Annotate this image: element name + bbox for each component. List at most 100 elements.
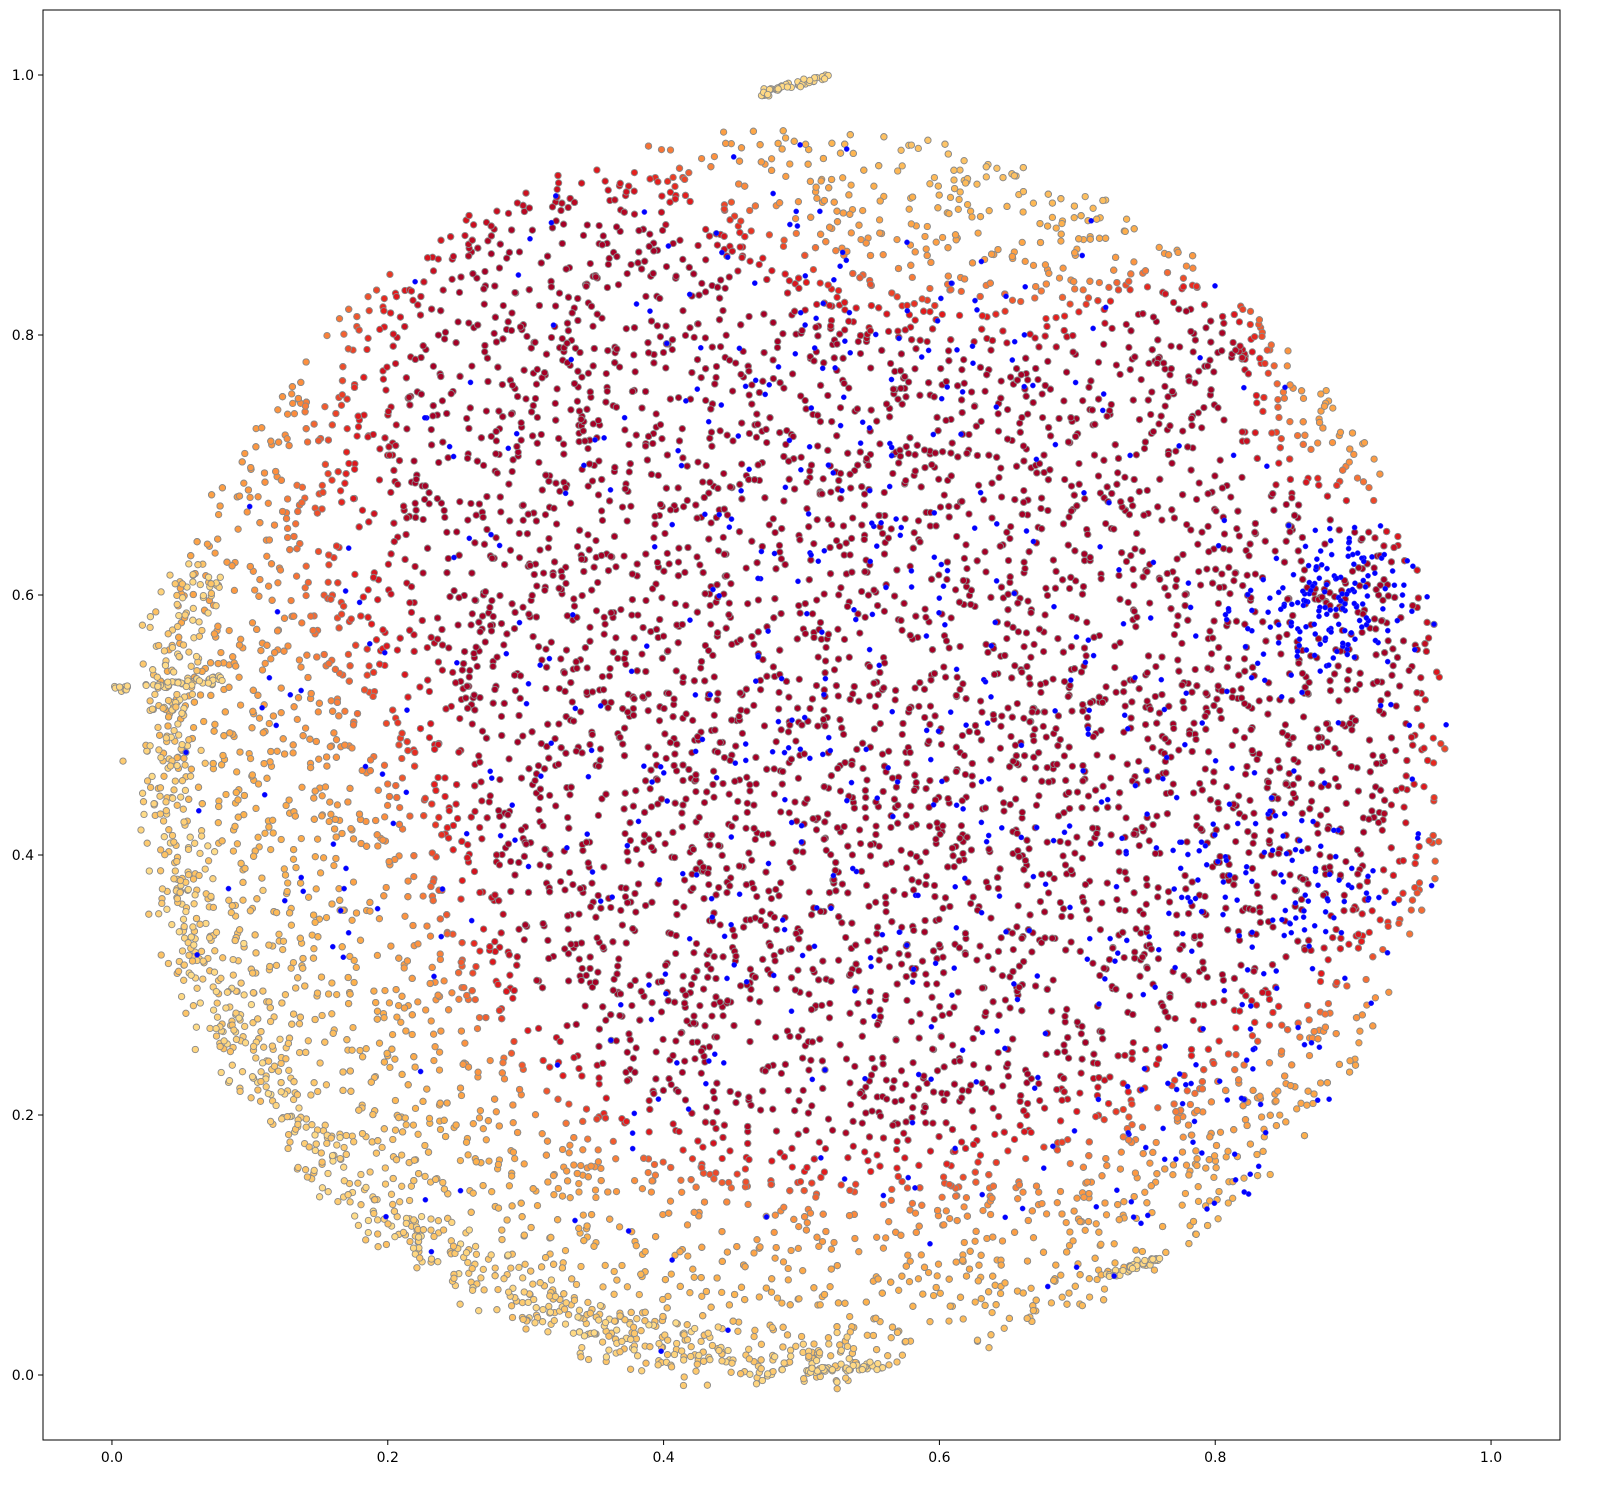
data-point — [1008, 296, 1017, 304]
data-point — [689, 884, 697, 892]
data-point — [1350, 450, 1358, 459]
data-point — [1271, 547, 1279, 555]
data-point — [436, 1125, 445, 1134]
data-point — [566, 1141, 574, 1149]
data-point — [1111, 1259, 1119, 1267]
data-point — [1329, 404, 1337, 412]
data-point — [753, 1236, 761, 1244]
data-point — [921, 605, 929, 613]
data-point — [984, 883, 992, 892]
data-point — [905, 205, 913, 213]
data-point — [496, 943, 504, 951]
data-point — [263, 552, 271, 560]
data-point — [885, 1361, 893, 1369]
data-point — [1062, 1218, 1070, 1227]
data-point — [1014, 847, 1022, 855]
data-point — [1150, 1266, 1159, 1274]
data-point — [802, 1126, 810, 1135]
data-point — [830, 1238, 838, 1247]
data-point — [630, 1176, 639, 1185]
data-point — [1183, 838, 1191, 846]
data-point — [1225, 563, 1233, 572]
data-point — [255, 714, 264, 722]
data-point — [1038, 870, 1046, 879]
data-point — [1021, 564, 1029, 573]
data-point — [542, 684, 550, 693]
data-point — [1071, 849, 1079, 857]
data-point — [1122, 320, 1130, 329]
data-point — [304, 578, 312, 587]
data-point — [785, 809, 793, 817]
data-point — [1117, 1148, 1125, 1156]
data-point — [348, 916, 356, 924]
data-point — [342, 1131, 350, 1140]
data-point — [772, 738, 780, 746]
data-point — [808, 1102, 816, 1110]
data-point — [659, 1210, 667, 1219]
data-point — [260, 1043, 268, 1051]
data-point — [1240, 734, 1249, 742]
data-point — [683, 496, 691, 505]
data-point — [1130, 258, 1138, 266]
data-point — [653, 322, 662, 330]
data-point — [885, 1218, 893, 1226]
data-point — [696, 1002, 704, 1010]
data-point — [1340, 891, 1348, 899]
data-point — [476, 823, 484, 832]
data-point — [546, 791, 554, 800]
data-point — [584, 531, 592, 539]
data-point — [1407, 906, 1415, 914]
data-point — [714, 547, 723, 555]
data-point — [589, 322, 597, 330]
data-point — [441, 328, 450, 336]
data-point — [252, 804, 260, 813]
data-point — [1064, 1054, 1073, 1062]
data-point — [940, 491, 948, 499]
data-point — [1085, 1275, 1093, 1283]
data-point — [328, 1010, 336, 1018]
data-point — [457, 1091, 466, 1100]
data-point — [375, 1039, 384, 1047]
data-point — [603, 283, 612, 292]
data-point — [1018, 238, 1026, 247]
data-point — [756, 1106, 765, 1114]
data-point — [679, 503, 688, 511]
data-point — [928, 461, 936, 469]
data-point — [1251, 570, 1260, 578]
data-point — [287, 964, 295, 972]
data-point — [621, 829, 629, 838]
data-point — [594, 491, 603, 499]
data-point — [1173, 621, 1181, 630]
data-point — [630, 210, 639, 218]
data-point — [963, 564, 971, 573]
data-point — [615, 363, 624, 371]
data-point — [556, 877, 565, 886]
data-point — [612, 563, 620, 571]
data-point — [1248, 864, 1257, 873]
data-point — [1155, 1043, 1163, 1052]
data-point — [872, 898, 880, 906]
data-point — [295, 1048, 304, 1057]
data-point — [700, 798, 709, 807]
data-point — [1394, 532, 1402, 541]
data-point — [366, 756, 375, 764]
data-point — [669, 1051, 677, 1060]
data-point — [364, 293, 372, 301]
data-point — [915, 878, 923, 886]
data-point — [1100, 1285, 1109, 1293]
data-point — [471, 807, 479, 816]
data-point — [1000, 1324, 1008, 1332]
data-point — [906, 850, 915, 858]
data-point — [1093, 1275, 1101, 1284]
data-point — [489, 958, 497, 966]
data-point — [1323, 805, 1331, 814]
data-point — [421, 1172, 429, 1181]
data-point — [534, 1024, 543, 1033]
data-point — [431, 821, 440, 829]
data-point — [834, 764, 842, 773]
data-point — [746, 781, 754, 789]
data-point — [708, 1012, 716, 1020]
data-point — [1130, 607, 1138, 615]
data-point — [363, 671, 371, 679]
data-point — [659, 1295, 667, 1304]
